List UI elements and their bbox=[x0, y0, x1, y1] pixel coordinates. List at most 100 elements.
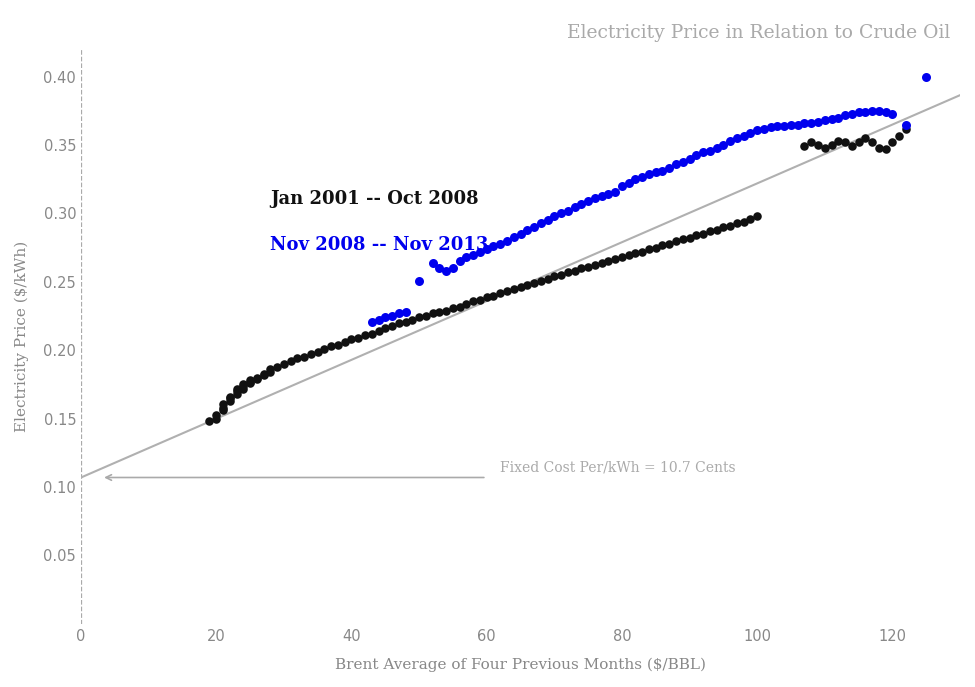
Point bbox=[526, 278, 542, 289]
Point bbox=[439, 265, 454, 276]
Point bbox=[642, 244, 657, 255]
Point bbox=[222, 393, 238, 404]
Point bbox=[722, 221, 738, 232]
Point bbox=[831, 135, 846, 146]
Point bbox=[661, 163, 677, 174]
Point bbox=[891, 130, 907, 141]
Point bbox=[209, 409, 224, 420]
Point bbox=[236, 381, 252, 392]
Point bbox=[580, 261, 596, 272]
Point bbox=[560, 205, 575, 216]
Point bbox=[642, 168, 657, 179]
Point bbox=[695, 229, 711, 240]
Point bbox=[236, 383, 252, 394]
Point bbox=[810, 116, 826, 127]
Point bbox=[661, 238, 677, 249]
Point bbox=[864, 137, 879, 148]
Point bbox=[844, 108, 860, 119]
Point bbox=[499, 236, 515, 247]
Point bbox=[553, 269, 568, 280]
Point bbox=[648, 167, 664, 178]
Point bbox=[384, 320, 400, 331]
Point bbox=[654, 166, 670, 177]
Point bbox=[871, 142, 886, 153]
Point bbox=[702, 145, 718, 156]
Point bbox=[370, 326, 386, 337]
Point bbox=[547, 211, 563, 222]
Point bbox=[635, 171, 650, 182]
Point bbox=[526, 222, 542, 233]
Point bbox=[587, 193, 603, 204]
Point bbox=[824, 139, 839, 150]
Point bbox=[803, 117, 819, 128]
Point bbox=[343, 334, 359, 345]
Point bbox=[215, 402, 231, 413]
Point bbox=[628, 248, 644, 259]
Point bbox=[675, 156, 690, 167]
Point bbox=[303, 349, 319, 360]
Point bbox=[384, 311, 400, 322]
Point bbox=[838, 137, 853, 148]
Point bbox=[682, 153, 697, 164]
Point bbox=[492, 287, 508, 298]
Point bbox=[743, 127, 759, 138]
Point bbox=[716, 222, 731, 233]
Point bbox=[472, 247, 488, 258]
Point bbox=[831, 112, 846, 123]
Point bbox=[790, 119, 805, 130]
Point bbox=[215, 405, 231, 416]
Point bbox=[222, 396, 238, 407]
Point bbox=[566, 265, 582, 276]
Point bbox=[465, 249, 481, 260]
Point bbox=[398, 316, 413, 327]
Point bbox=[776, 120, 792, 131]
Point bbox=[236, 379, 252, 390]
Point bbox=[242, 376, 257, 387]
Point bbox=[451, 301, 467, 312]
Point bbox=[573, 199, 589, 210]
Point bbox=[276, 359, 292, 370]
Point bbox=[560, 267, 575, 278]
Point bbox=[702, 226, 718, 237]
Point bbox=[370, 315, 386, 326]
Point bbox=[594, 190, 609, 201]
Point bbox=[446, 262, 461, 273]
Point bbox=[317, 344, 332, 354]
Point bbox=[357, 330, 372, 341]
Point bbox=[844, 141, 860, 152]
Point bbox=[425, 257, 441, 268]
Point bbox=[688, 230, 704, 241]
Point bbox=[540, 215, 556, 226]
Point bbox=[716, 139, 731, 150]
Point bbox=[364, 316, 379, 327]
Point bbox=[255, 370, 271, 381]
Point bbox=[654, 240, 670, 251]
Point bbox=[479, 244, 494, 255]
Point bbox=[242, 375, 257, 386]
Point bbox=[871, 105, 886, 116]
Point bbox=[858, 133, 874, 144]
Point bbox=[533, 275, 549, 286]
Point bbox=[506, 232, 522, 243]
Point bbox=[405, 315, 420, 326]
Point bbox=[418, 311, 434, 322]
Point bbox=[439, 305, 454, 316]
Point bbox=[553, 208, 568, 219]
Point bbox=[350, 333, 366, 344]
Point bbox=[492, 238, 508, 249]
Point bbox=[858, 106, 874, 117]
Point bbox=[769, 120, 785, 131]
Point bbox=[601, 256, 616, 267]
Point bbox=[377, 323, 393, 334]
Text: Electricity Price in Relation to Crude Oil: Electricity Price in Relation to Crude O… bbox=[567, 24, 951, 42]
Point bbox=[432, 306, 448, 317]
Point bbox=[797, 117, 812, 128]
Point bbox=[398, 306, 413, 317]
Point bbox=[377, 312, 393, 323]
Point bbox=[249, 374, 264, 385]
Point bbox=[783, 119, 799, 130]
Point bbox=[743, 214, 759, 225]
Point bbox=[479, 291, 494, 302]
Point bbox=[513, 282, 528, 293]
Point bbox=[580, 196, 596, 207]
